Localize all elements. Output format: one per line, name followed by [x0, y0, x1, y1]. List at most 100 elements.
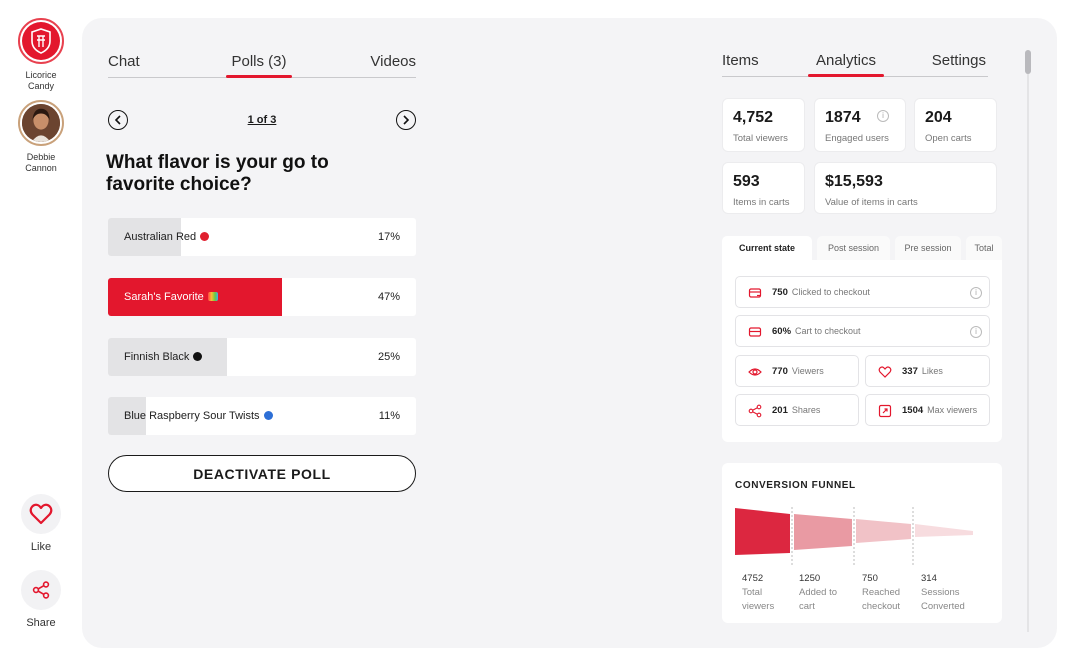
metric-text: 337 Likes: [902, 366, 943, 377]
poll-option[interactable]: Blue Raspberry Sour Twists 11%: [108, 397, 416, 435]
poll-option-bar: [108, 278, 282, 316]
tab-settings[interactable]: Settings: [931, 52, 986, 69]
share-icon: [21, 570, 61, 610]
metric-cart-checkout: 60% Cart to checkout i: [735, 315, 990, 347]
metric-text: 750 Clicked to checkout: [772, 287, 870, 298]
heart-icon: [21, 494, 61, 534]
stat-total-viewers: 4,752 Total viewers: [722, 98, 805, 152]
tab-polls-label: Polls (3): [231, 53, 287, 70]
tab-analytics[interactable]: Analytics: [808, 52, 884, 75]
share-button[interactable]: Share: [6, 570, 76, 629]
share-label: Share: [26, 617, 56, 629]
poll-option[interactable]: Finnish Black 25%: [108, 338, 416, 376]
poll-page-indicator[interactable]: 1 of 3: [247, 114, 277, 126]
poll-option-label: Blue Raspberry Sour Twists: [124, 397, 273, 435]
poll-pager: 1 of 3: [108, 108, 416, 132]
metric-text: 60% Cart to checkout: [772, 326, 861, 337]
tab-current-state[interactable]: Current state: [722, 236, 812, 260]
funnel-title: CONVERSION FUNNEL: [735, 480, 856, 491]
eye-icon: [748, 368, 762, 376]
host-avatar[interactable]: [18, 100, 64, 146]
tab-items[interactable]: Items: [722, 52, 759, 69]
info-icon[interactable]: i: [970, 287, 982, 299]
funnel-stage: 314 Sessions Converted: [921, 573, 965, 612]
host-licorice-candy[interactable]: Licorice Candy: [1, 18, 81, 92]
checkout-icon: [748, 288, 762, 298]
like-label: Like: [30, 541, 52, 553]
funnel-stage-3-shape: [856, 519, 911, 543]
metric-max-viewers: 1504 Max viewers: [865, 394, 990, 426]
stat-value: 593: [733, 173, 760, 190]
stat-value: 4,752: [733, 109, 774, 126]
poll-option-bar: [108, 397, 146, 435]
funnel-graphic: [735, 507, 973, 567]
blue-candy-icon: [263, 411, 273, 420]
funnel-stage: 750 Reached checkout: [862, 573, 901, 612]
avatar-photo: [22, 104, 60, 142]
poll-option-label: Australian Red: [124, 218, 210, 256]
expand-icon: [878, 404, 892, 418]
heart-outline-icon: [878, 366, 892, 378]
card-icon: [748, 327, 762, 337]
stat-label: Engaged users: [825, 133, 889, 144]
right-tab-bar: Items Analytics Settings: [722, 52, 988, 77]
host-rail: Licorice Candy Debbie Cannon: [0, 0, 82, 670]
left-tab-bar: Chat Polls (3) Videos: [108, 53, 416, 78]
red-candy-icon: [200, 232, 210, 241]
chevron-right-icon[interactable]: [395, 110, 416, 130]
funnel-stage: 4752 Total viewers: [742, 573, 775, 612]
stat-open-carts: 204 Open carts: [914, 98, 997, 152]
chevron-left-icon[interactable]: [108, 110, 128, 130]
poll-option-label: Finnish Black: [124, 338, 203, 376]
like-button[interactable]: Like: [6, 494, 76, 553]
funnel-stage-1-shape: [735, 508, 790, 555]
poll-question: What flavor is your go to favorite choic…: [106, 152, 329, 195]
stat-value: 204: [925, 109, 952, 126]
poll-option-percent: 25%: [377, 351, 400, 363]
metric-likes: 337 Likes: [865, 355, 990, 387]
funnel-stage-4-shape: [915, 524, 973, 537]
tab-polls[interactable]: Polls (3): [226, 53, 292, 76]
poll-option-percent: 47%: [377, 291, 400, 303]
stat-label: Value of items in carts: [825, 197, 918, 208]
stat-engaged-users: 1874 Engaged users i: [814, 98, 906, 152]
host-debbie-cannon[interactable]: Debbie Cannon: [1, 100, 81, 174]
poll-option-percent: 17%: [377, 231, 400, 243]
stat-value: 1874: [825, 109, 861, 126]
info-icon[interactable]: i: [970, 326, 982, 338]
poll-option-selected[interactable]: Sarah's Favorite 47%: [108, 278, 416, 316]
info-icon[interactable]: i: [877, 110, 889, 122]
metric-viewers: 770 Viewers: [735, 355, 859, 387]
poll-option-bar: [108, 338, 227, 376]
host-avatar[interactable]: [18, 18, 64, 64]
stat-label: Open carts: [925, 133, 972, 144]
share-nodes-icon: [748, 404, 762, 418]
black-candy-icon: [193, 352, 203, 361]
conversion-funnel: CONVERSION FUNNEL 4752 Total viewers 1250 A…: [722, 463, 1002, 623]
poll-option-label: Sarah's Favorite: [124, 278, 218, 316]
stat-label: Total viewers: [733, 133, 788, 144]
metric-text: 201 Shares: [772, 405, 821, 416]
metric-clicked-checkout: 750 Clicked to checkout i: [735, 276, 990, 308]
funnel-stage-2-shape: [794, 514, 852, 550]
stat-value-in-carts: $15,593 Value of items in carts: [814, 162, 997, 214]
deactivate-poll-button[interactable]: DEACTIVATE POLL: [108, 455, 416, 492]
tab-total[interactable]: Total: [966, 236, 1002, 260]
poll-option[interactable]: Australian Red 17%: [108, 218, 416, 256]
stat-value: $15,593: [825, 173, 883, 190]
metric-text: 770 Viewers: [772, 366, 824, 377]
stat-items-in-carts: 593 Items in carts: [722, 162, 805, 214]
rainbow-candy-icon: [207, 292, 218, 301]
metric-text: 1504 Max viewers: [902, 405, 978, 416]
tab-chat[interactable]: Chat: [108, 53, 140, 70]
poll-option-percent: 11%: [378, 410, 400, 422]
scrollbar-track[interactable]: [1027, 50, 1029, 632]
funnel-stage: 1250 Added to cart: [799, 573, 838, 612]
tab-pre-session[interactable]: Pre session: [895, 236, 961, 260]
tab-videos[interactable]: Videos: [370, 53, 416, 70]
tab-analytics-label: Analytics: [815, 52, 877, 69]
tab-post-session[interactable]: Post session: [817, 236, 890, 260]
host-name: Licorice Candy: [25, 70, 57, 91]
scrollbar-thumb[interactable]: [1025, 50, 1031, 74]
